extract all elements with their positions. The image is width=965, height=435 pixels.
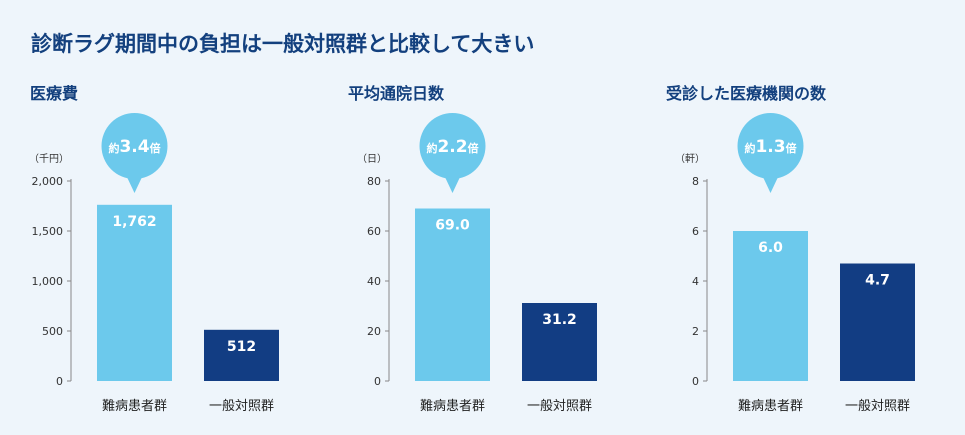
panel-visit-days: 平均通院日数 （日） 0 20 40 60 80 69.0 難病患者群 31.2 一般対照群 約2.… [348,0,658,435]
category-label: 一般対照群 [209,398,274,414]
bar-patient-group [415,208,490,381]
bar-chart-visit-days: （日） 0 20 40 60 80 69.0 難病患者群 31.2 一般対照群 約2.2倍 [357,113,597,414]
y-tick-label: 0 [56,375,63,388]
callout-pointer [126,176,143,193]
callout-bubble [419,113,486,179]
y-tick-label: 80 [367,175,381,188]
bar-value-label: 512 [227,339,256,355]
panel-title: 平均通院日数 [348,84,445,103]
bar-chart-institutions: （軒） 0 2 4 6 8 6.0 難病患者群 4.7 一般対照群 約1.3倍 [675,113,915,414]
y-tick-label: 500 [42,325,63,338]
bar-control-group [522,303,597,381]
y-tick-label: 1,000 [32,275,64,288]
panel-medical-cost: 医療費 （千円） 0 500 1,000 1,500 2,000 1,762 難病患者群 512… [29,0,340,435]
bar-value-label: 6.0 [758,240,783,256]
callout-text: 約2.2倍 [426,137,478,157]
bar-control-group [840,263,915,381]
y-tick-label: 2 [692,325,699,338]
ratio-callout: 約1.3倍 [737,113,804,193]
ratio-callout: 約2.2倍 [419,113,486,193]
bar-patient-group [97,204,172,381]
ratio-callout: 約3.4倍 [101,113,168,193]
y-tick-label: 20 [367,325,381,338]
category-label: 難病患者群 [738,399,803,414]
panel-title: 受診した医療機関の数 [666,84,827,103]
y-tick-label: 2,000 [32,175,64,188]
y-tick-label: 40 [367,275,381,288]
bar-value-label: 1,762 [112,214,156,230]
bar-control-group [204,329,279,381]
callout-bubble [101,113,168,179]
callout-text: 約3.4倍 [108,137,160,157]
y-axis-unit: （日） [357,153,387,165]
bar-value-label: 31.2 [542,312,577,328]
category-label: 一般対照群 [527,398,592,414]
bar-value-label: 69.0 [435,218,470,234]
main-title: 診断ラグ期間中の負担は一般対照群と比較して大きい [31,32,535,56]
y-tick-label: 60 [367,225,381,238]
category-label: 一般対照群 [845,398,910,414]
y-axis-unit: （千円） [29,153,69,165]
y-tick-label: 0 [374,375,381,388]
bar-chart-medical-cost: （千円） 0 500 1,000 1,500 2,000 1,762 難病患者群 512 一般対照… [29,113,279,414]
callout-text: 約1.3倍 [744,137,796,157]
y-tick-label: 6 [692,225,699,238]
y-axis-unit: （軒） [675,153,705,165]
bar-patient-group [733,231,808,381]
panel-title: 医療費 [30,84,79,103]
y-tick-label: 4 [692,275,699,288]
y-tick-label: 1,500 [32,225,64,238]
category-label: 難病患者群 [102,399,167,414]
callout-pointer [444,176,461,193]
callout-bubble [737,113,804,179]
panel-institutions: 受診した医療機関の数 （軒） 0 2 4 6 8 6.0 難病患者群 4.7 一般対照群 約1.3倍 [666,0,965,435]
y-tick-label: 0 [692,375,699,388]
category-label: 難病患者群 [420,399,485,414]
y-tick-label: 8 [692,175,699,188]
bar-value-label: 4.7 [865,273,890,289]
callout-pointer [762,176,779,193]
